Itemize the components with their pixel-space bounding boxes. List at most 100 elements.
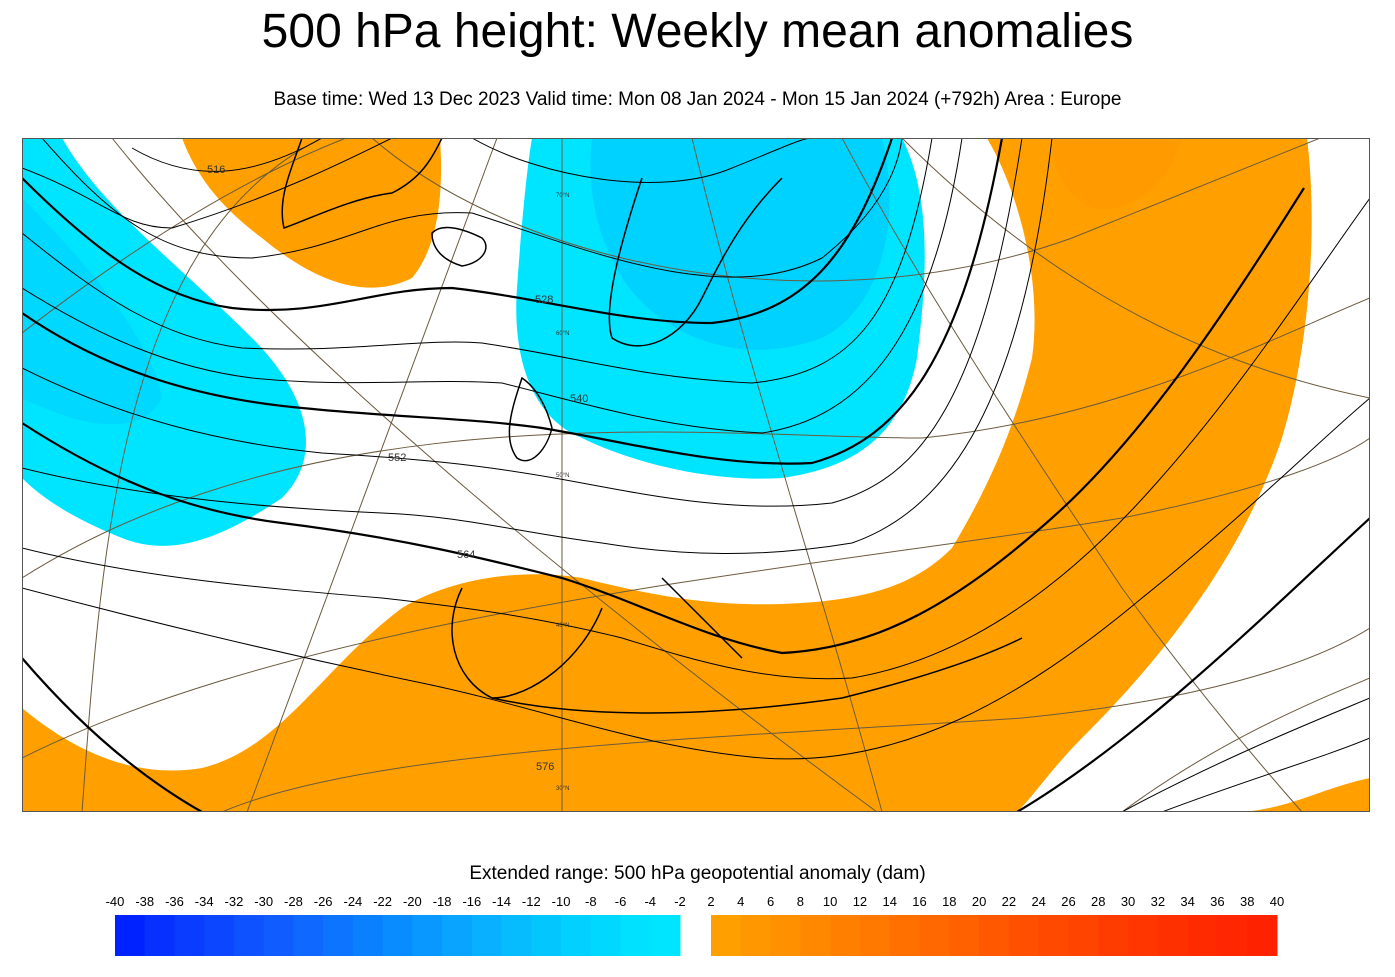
colorbar-tick-label: 14 [883, 894, 897, 909]
height-contours [22, 138, 1370, 812]
negative-anomaly-west [22, 138, 306, 546]
colorbar-tick-label: 18 [942, 894, 956, 909]
negative-colorbar-cell [115, 915, 146, 956]
positive-colorbar-cell [1247, 915, 1278, 956]
iceland-coast [431, 226, 487, 267]
positive-colorbar-cell [1157, 915, 1189, 956]
colorbar-tick-label: 24 [1031, 894, 1045, 909]
colorbar-tick-label: -18 [433, 894, 452, 909]
colorbar-tick-label: -30 [254, 894, 273, 909]
colorbar-tick-label: -10 [552, 894, 571, 909]
colorbar-tick-label: 2 [707, 894, 714, 909]
colorbar-tick-label: 32 [1151, 894, 1165, 909]
latitude-labels: 70°N 60°N 50°N 40°N 30°N [556, 193, 569, 792]
colorbar-tick-label: 6 [767, 894, 774, 909]
colorbar-tick-label: 16 [912, 894, 926, 909]
colorbar-tick-label: 8 [797, 894, 804, 909]
contour-label: 552 [388, 452, 406, 464]
positive-colorbar-cell [1187, 915, 1218, 956]
colorbar-tick-label: -38 [135, 894, 154, 909]
colorbar-tick-label: -32 [225, 894, 244, 909]
negative-colorbar-cell [471, 915, 503, 956]
positive-colorbar-cell [830, 915, 861, 956]
colorbar-tick-label: 4 [737, 894, 744, 909]
colorbar-tick-label: -24 [343, 894, 362, 909]
positive-colorbar-cell [1068, 915, 1099, 956]
colorbar-tick-label: 38 [1240, 894, 1254, 909]
british-isles-coast [508, 376, 553, 462]
negative-colorbar-cell [263, 915, 294, 956]
lat-label: 30°N [556, 786, 569, 792]
negative-anomaly-north-core [590, 138, 890, 350]
map-frame [22, 138, 1370, 812]
contour-label: 576 [536, 761, 554, 773]
negative-colorbar-cell [531, 915, 562, 956]
positive-anomaly-greenland [182, 138, 442, 288]
colorbar-tick-label: -40 [106, 894, 125, 909]
colorbar-tick-label: 26 [1061, 894, 1075, 909]
positive-colorbar-cell [1217, 915, 1248, 956]
positive-anomaly-east-core [1052, 138, 1182, 210]
coastlines [281, 138, 1023, 714]
positive-colorbar-cell [711, 915, 742, 956]
negative-colorbar-cell [620, 915, 651, 956]
contour-label: 528 [535, 294, 553, 306]
positive-colorbar-cell [740, 915, 772, 956]
colorbar-tick-label: 22 [1002, 894, 1016, 909]
colorbar-tick-label: 36 [1210, 894, 1224, 909]
negative-colorbar-cell [352, 915, 384, 956]
negative-colorbar-cell [144, 915, 175, 956]
anomaly-map: 516 528 540 552 564 576 70°N 60°N 50°N 4… [22, 138, 1370, 812]
map-subtitle: Base time: Wed 13 Dec 2023 Valid time: M… [273, 89, 1122, 110]
colorbar-tick-label: -14 [492, 894, 511, 909]
positive-colorbar-cell [889, 915, 921, 956]
colorbar-tick-label: 10 [823, 894, 837, 909]
colorbar-tick-label: 30 [1121, 894, 1135, 909]
negative-colorbar-cell [174, 915, 205, 956]
colorbar-tick-label: -28 [284, 894, 303, 909]
negative-colorbar-cell [293, 915, 324, 956]
colorbar-tick-label: 20 [972, 894, 986, 909]
contour-label: 564 [457, 549, 475, 561]
contour-labels: 516 528 540 552 564 576 [207, 164, 588, 773]
colorbar-tick-label: -20 [403, 894, 422, 909]
positive-colorbar-cell [859, 915, 891, 956]
colorbar-tick-label: -34 [195, 894, 214, 909]
contour-label: 516 [207, 164, 225, 176]
colorbar-tick-label: -6 [615, 894, 627, 909]
negative-colorbar-cell [233, 915, 265, 956]
colorbar-title: Extended range: 500 hPa geopotential ano… [469, 863, 926, 884]
positive-colorbar-cell [1038, 915, 1069, 956]
colorbar-tick-label: -8 [585, 894, 597, 909]
colorbar-tick-label: -4 [644, 894, 656, 909]
negative-colorbar-cell [561, 915, 592, 956]
colorbar: -40 -38 -36 -34 -32 -30 -28 -26 -24 -22 -20 -18 -16-… [106, 894, 1284, 956]
negative-colorbar-cell [501, 915, 532, 956]
negative-colorbar-cell [382, 915, 413, 956]
negative-colorbar-cell [412, 915, 443, 956]
lat-label: 70°N [556, 193, 569, 199]
positive-colorbar-cell [979, 915, 1010, 956]
colorbar-tick-label: 12 [853, 894, 867, 909]
positive-anomaly-south-east [22, 138, 1370, 812]
colorbar-tick-label: -22 [373, 894, 392, 909]
colorbar-tick-label: -12 [522, 894, 541, 909]
negative-colorbar-cell [590, 915, 622, 956]
colorbar-tick-label: -26 [314, 894, 333, 909]
lat-label: 60°N [556, 331, 569, 337]
negative-colorbar-cell [442, 915, 473, 956]
positive-colorbar-cell [800, 915, 831, 956]
lat-label: 40°N [556, 623, 569, 629]
colorbar-tick-label: -16 [462, 894, 481, 909]
scandinavia-coast [608, 177, 783, 347]
africa-coast [491, 637, 1023, 714]
negative-colorbar-cell [650, 915, 681, 956]
positive-colorbar-cell [919, 915, 950, 956]
negative-colorbar-cell [323, 915, 354, 956]
colorbar-tick-label: 34 [1180, 894, 1194, 909]
italy-coast [661, 577, 743, 659]
colorbar-tick-label: -2 [674, 894, 686, 909]
colorbar-tick-label: -36 [165, 894, 184, 909]
colorbar-tick-label: 40 [1270, 894, 1284, 909]
colorbar-tick-label: 28 [1091, 894, 1105, 909]
